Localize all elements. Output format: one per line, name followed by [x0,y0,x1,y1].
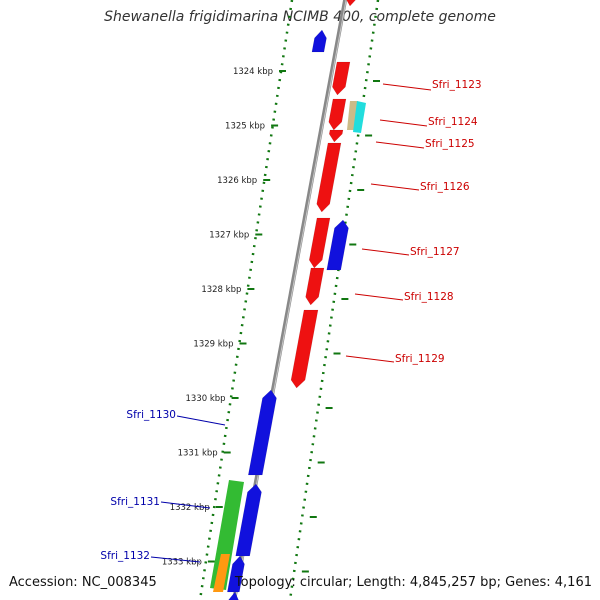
ruler-tick-label: 1331 kbp [178,449,218,459]
gene-feature-tan [347,101,358,130]
gene-feature [328,98,347,131]
gene-label: Sfri_1124 [428,116,478,128]
gene-label-leader [150,556,201,563]
gene-label: Sfri_1123 [432,79,482,91]
gene-feature [332,61,351,96]
gene-feature [247,389,277,476]
gene-label: Sfri_1128 [404,291,454,303]
gene-feature [346,0,356,7]
gene-label: Sfri_1129 [395,353,445,365]
ruler-track-left [198,0,294,600]
ruler-tick-label: 1325 kbp [225,122,265,132]
gene-feature [316,142,342,213]
gene-feature [311,29,327,53]
gene-label-leader [370,183,420,191]
gene-feature [235,483,262,557]
accession-label: Accession: NC_008345 [9,575,157,590]
gene-label-leader [345,355,395,363]
gene-label: Sfri_1131 [110,496,160,508]
gene-label: Sfri_1125 [425,138,475,150]
gene-feature [227,555,245,593]
ruler-track-right [288,0,380,600]
gene-label-leader [375,141,425,149]
ruler-tick-label: 1329 kbp [193,340,233,350]
gene-label-leader [361,248,410,256]
gene-label-leader [382,83,432,91]
gene-label-leader [354,293,404,301]
ruler-tick-label: 1327 kbp [209,231,249,241]
gene-feature-cyan [353,101,366,133]
genome-title: Shewanella frigidimarina NCIMB 400, comp… [104,9,496,25]
gene-label: Sfri_1126 [420,181,470,193]
gene-label-leader [176,415,226,426]
ruler-tick-label: 1332 kbp [170,503,210,513]
gene-feature [326,219,349,271]
gene-feature [308,217,331,269]
ruler-tick-label: 1326 kbp [217,176,257,186]
ruler-tick-label: 1328 kbp [201,285,241,295]
ruler-tick-label: 1330 kbp [186,394,226,404]
ruler-tick-label: 1333 kbp [162,558,202,568]
gene-feature-orange [213,554,230,592]
ruler-tick-label: 1324 kbp [233,67,273,77]
gene-label: Sfri_1132 [100,550,150,562]
gene-label-leader [379,119,428,127]
gene-feature [328,129,344,143]
gene-feature [228,591,239,600]
gene-label-leader [160,501,211,509]
gene-feature-green [210,480,244,590]
gene-feature [290,309,319,389]
gene-label: Sfri_1127 [410,246,460,258]
genome-summary: Topology: circular; Length: 4,845,257 bp… [234,575,592,590]
gene-feature [305,267,325,306]
gene-label: Sfri_1130 [126,409,176,421]
